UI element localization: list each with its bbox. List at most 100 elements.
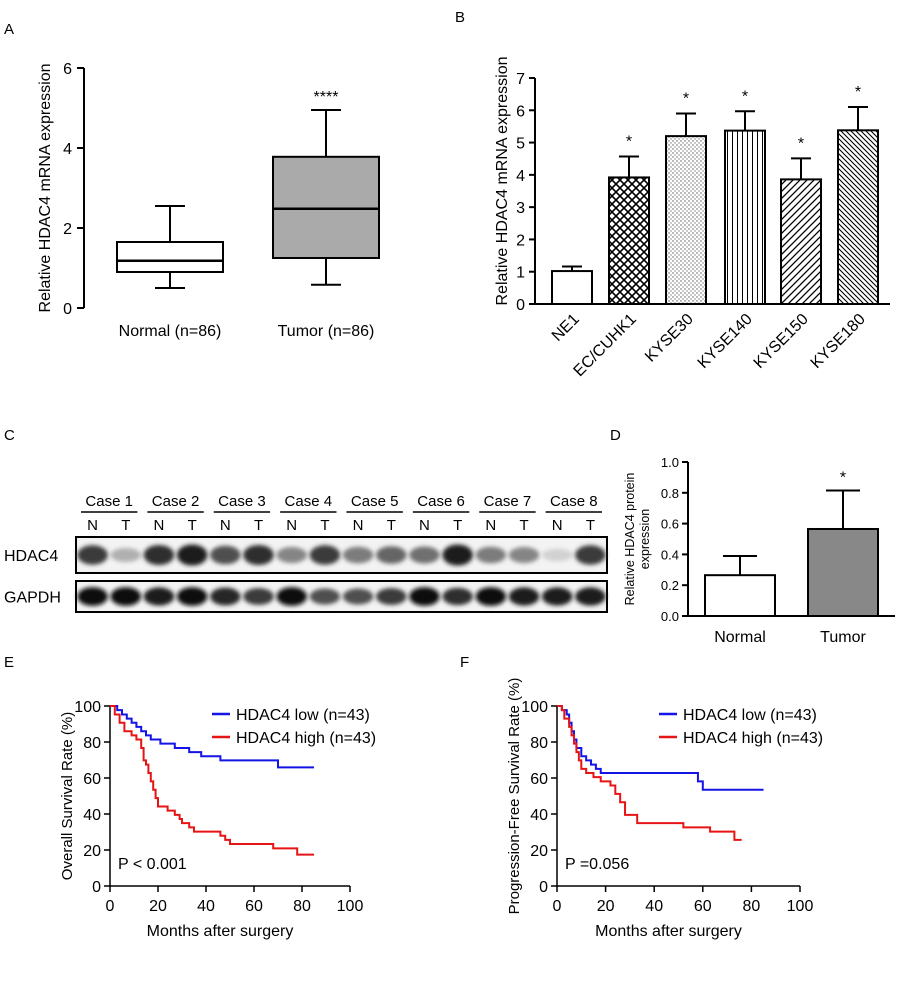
case-label: Case 5 — [351, 493, 399, 510]
y-tick-label: 0 — [63, 301, 72, 318]
bar — [704, 574, 776, 618]
x-tick-label: 100 — [787, 898, 814, 915]
y-tick-label: 40 — [530, 807, 548, 824]
lane-label: T — [188, 517, 197, 534]
y-tick-label: 0.8 — [661, 486, 679, 501]
panel-letter-b: B — [455, 9, 465, 26]
lane-label: N — [552, 517, 563, 534]
x-tick-label: 20 — [597, 898, 615, 915]
bar — [724, 129, 766, 305]
panel-letter-d: D — [610, 427, 621, 444]
significance-mark: * — [855, 84, 861, 101]
x-tick-label: 80 — [743, 898, 761, 915]
blot-band — [508, 546, 540, 564]
blot-band — [276, 587, 307, 606]
x-tick-label: 80 — [293, 898, 311, 915]
box — [116, 241, 224, 273]
bar — [551, 270, 593, 305]
blot-band — [243, 588, 274, 605]
x-axis-label: Months after surgery — [147, 923, 294, 940]
y-axis-label: Overall Survival Rate (%) — [59, 712, 76, 880]
p-value-annotation: P =0.056 — [565, 856, 629, 873]
blot-band — [77, 587, 108, 606]
blot-band — [442, 544, 473, 566]
blot-band — [475, 546, 507, 564]
survival-curve — [110, 705, 314, 769]
x-tick-label: 100 — [337, 898, 364, 915]
y-tick-label: 4 — [63, 141, 72, 158]
y-tick-label: 60 — [530, 771, 548, 788]
y-tick-label: 4 — [516, 168, 525, 185]
x-category-label: KYSE140 — [695, 311, 756, 372]
lane-label: T — [254, 517, 263, 534]
bar — [780, 178, 822, 305]
survival-curve — [110, 705, 314, 856]
legend-label: HDAC4 low (n=43) — [683, 707, 817, 724]
x-category-label: NE1 — [549, 311, 583, 345]
y-tick-label: 6 — [516, 103, 525, 120]
blot-band — [276, 546, 307, 564]
x-axis-label: Months after surgery — [595, 923, 742, 940]
blot-band — [376, 546, 407, 564]
lane-label: T — [586, 517, 595, 534]
blot-band — [309, 588, 341, 605]
survival-curve — [557, 705, 742, 841]
panel-d-bar-chart: 0.0 0.2 0.4 0.6 0.8 1.0 Relative HDAC4 protein… — [623, 455, 895, 646]
case-label: Case 6 — [417, 493, 465, 510]
x-category-label: Normal — [714, 629, 766, 646]
blot-band — [342, 588, 374, 605]
y-tick-label: 20 — [530, 843, 548, 860]
lane-label: N — [485, 517, 496, 534]
x-category-label: KYSE180 — [808, 311, 869, 372]
x-category-label: Tumor (n=86) — [278, 323, 375, 340]
y-tick-label: 100 — [521, 699, 548, 716]
lane-label: N — [419, 517, 430, 534]
panel-letter-c: C — [4, 427, 15, 444]
case-label: Case 7 — [484, 493, 532, 510]
x-category-label: Tumor — [820, 629, 866, 646]
blot-band — [376, 588, 407, 605]
blot-band — [541, 587, 573, 606]
panel-b-bar-chart: 0 1 2 3 4 5 6 7 Relative HDAC4 mRNA expression NE… — [494, 57, 890, 380]
lane-label: N — [154, 517, 165, 534]
significance-mark: * — [742, 88, 748, 105]
panel-letter-e: E — [4, 654, 14, 671]
y-axis-label: Progression-Free Survival Rate (%) — [506, 678, 523, 915]
bar — [608, 176, 650, 305]
blot-band — [409, 546, 440, 564]
x-tick-label: 0 — [106, 898, 115, 915]
significance-mark: * — [840, 469, 846, 486]
y-tick-label: 100 — [74, 699, 101, 716]
panel-a-boxplot: 0 2 4 6 Relative HDAC4 mRNA expression Normal… — [37, 61, 380, 340]
blot-band — [541, 548, 573, 562]
x-category-label: KYSE150 — [751, 311, 812, 372]
y-tick-label: 0.0 — [661, 609, 679, 624]
bar — [837, 129, 879, 305]
y-tick-label: 60 — [83, 771, 101, 788]
y-axis-label: Relative HDAC4 mRNA expression — [37, 64, 54, 313]
y-axis-label: Relative HDAC4 proteinexpression — [623, 473, 652, 606]
y-tick-label: 0.2 — [661, 578, 679, 593]
legend-label: HDAC4 low (n=43) — [236, 707, 370, 724]
significance-mark: * — [626, 133, 632, 150]
y-tick-label: 1 — [516, 265, 525, 282]
significance-mark: * — [798, 135, 804, 152]
x-tick-label: 20 — [149, 898, 167, 915]
blot-band — [176, 544, 208, 566]
x-category-label: KYSE30 — [642, 311, 697, 366]
blot-band — [110, 547, 142, 563]
x-category-label: Normal (n=86) — [119, 323, 222, 340]
y-tick-label: 0 — [539, 879, 548, 896]
y-tick-label: 80 — [530, 735, 548, 752]
y-tick-label: 40 — [83, 807, 101, 824]
y-tick-label: 0.6 — [661, 517, 679, 532]
blot-band — [176, 587, 208, 606]
y-tick-label: 80 — [83, 735, 101, 752]
y-tick-label: 1.0 — [661, 455, 679, 470]
y-axis-label: Relative HDAC4 mRNA expression — [494, 57, 511, 306]
blot-band — [575, 587, 606, 606]
blot-band — [475, 587, 507, 606]
x-tick-label: 40 — [645, 898, 663, 915]
